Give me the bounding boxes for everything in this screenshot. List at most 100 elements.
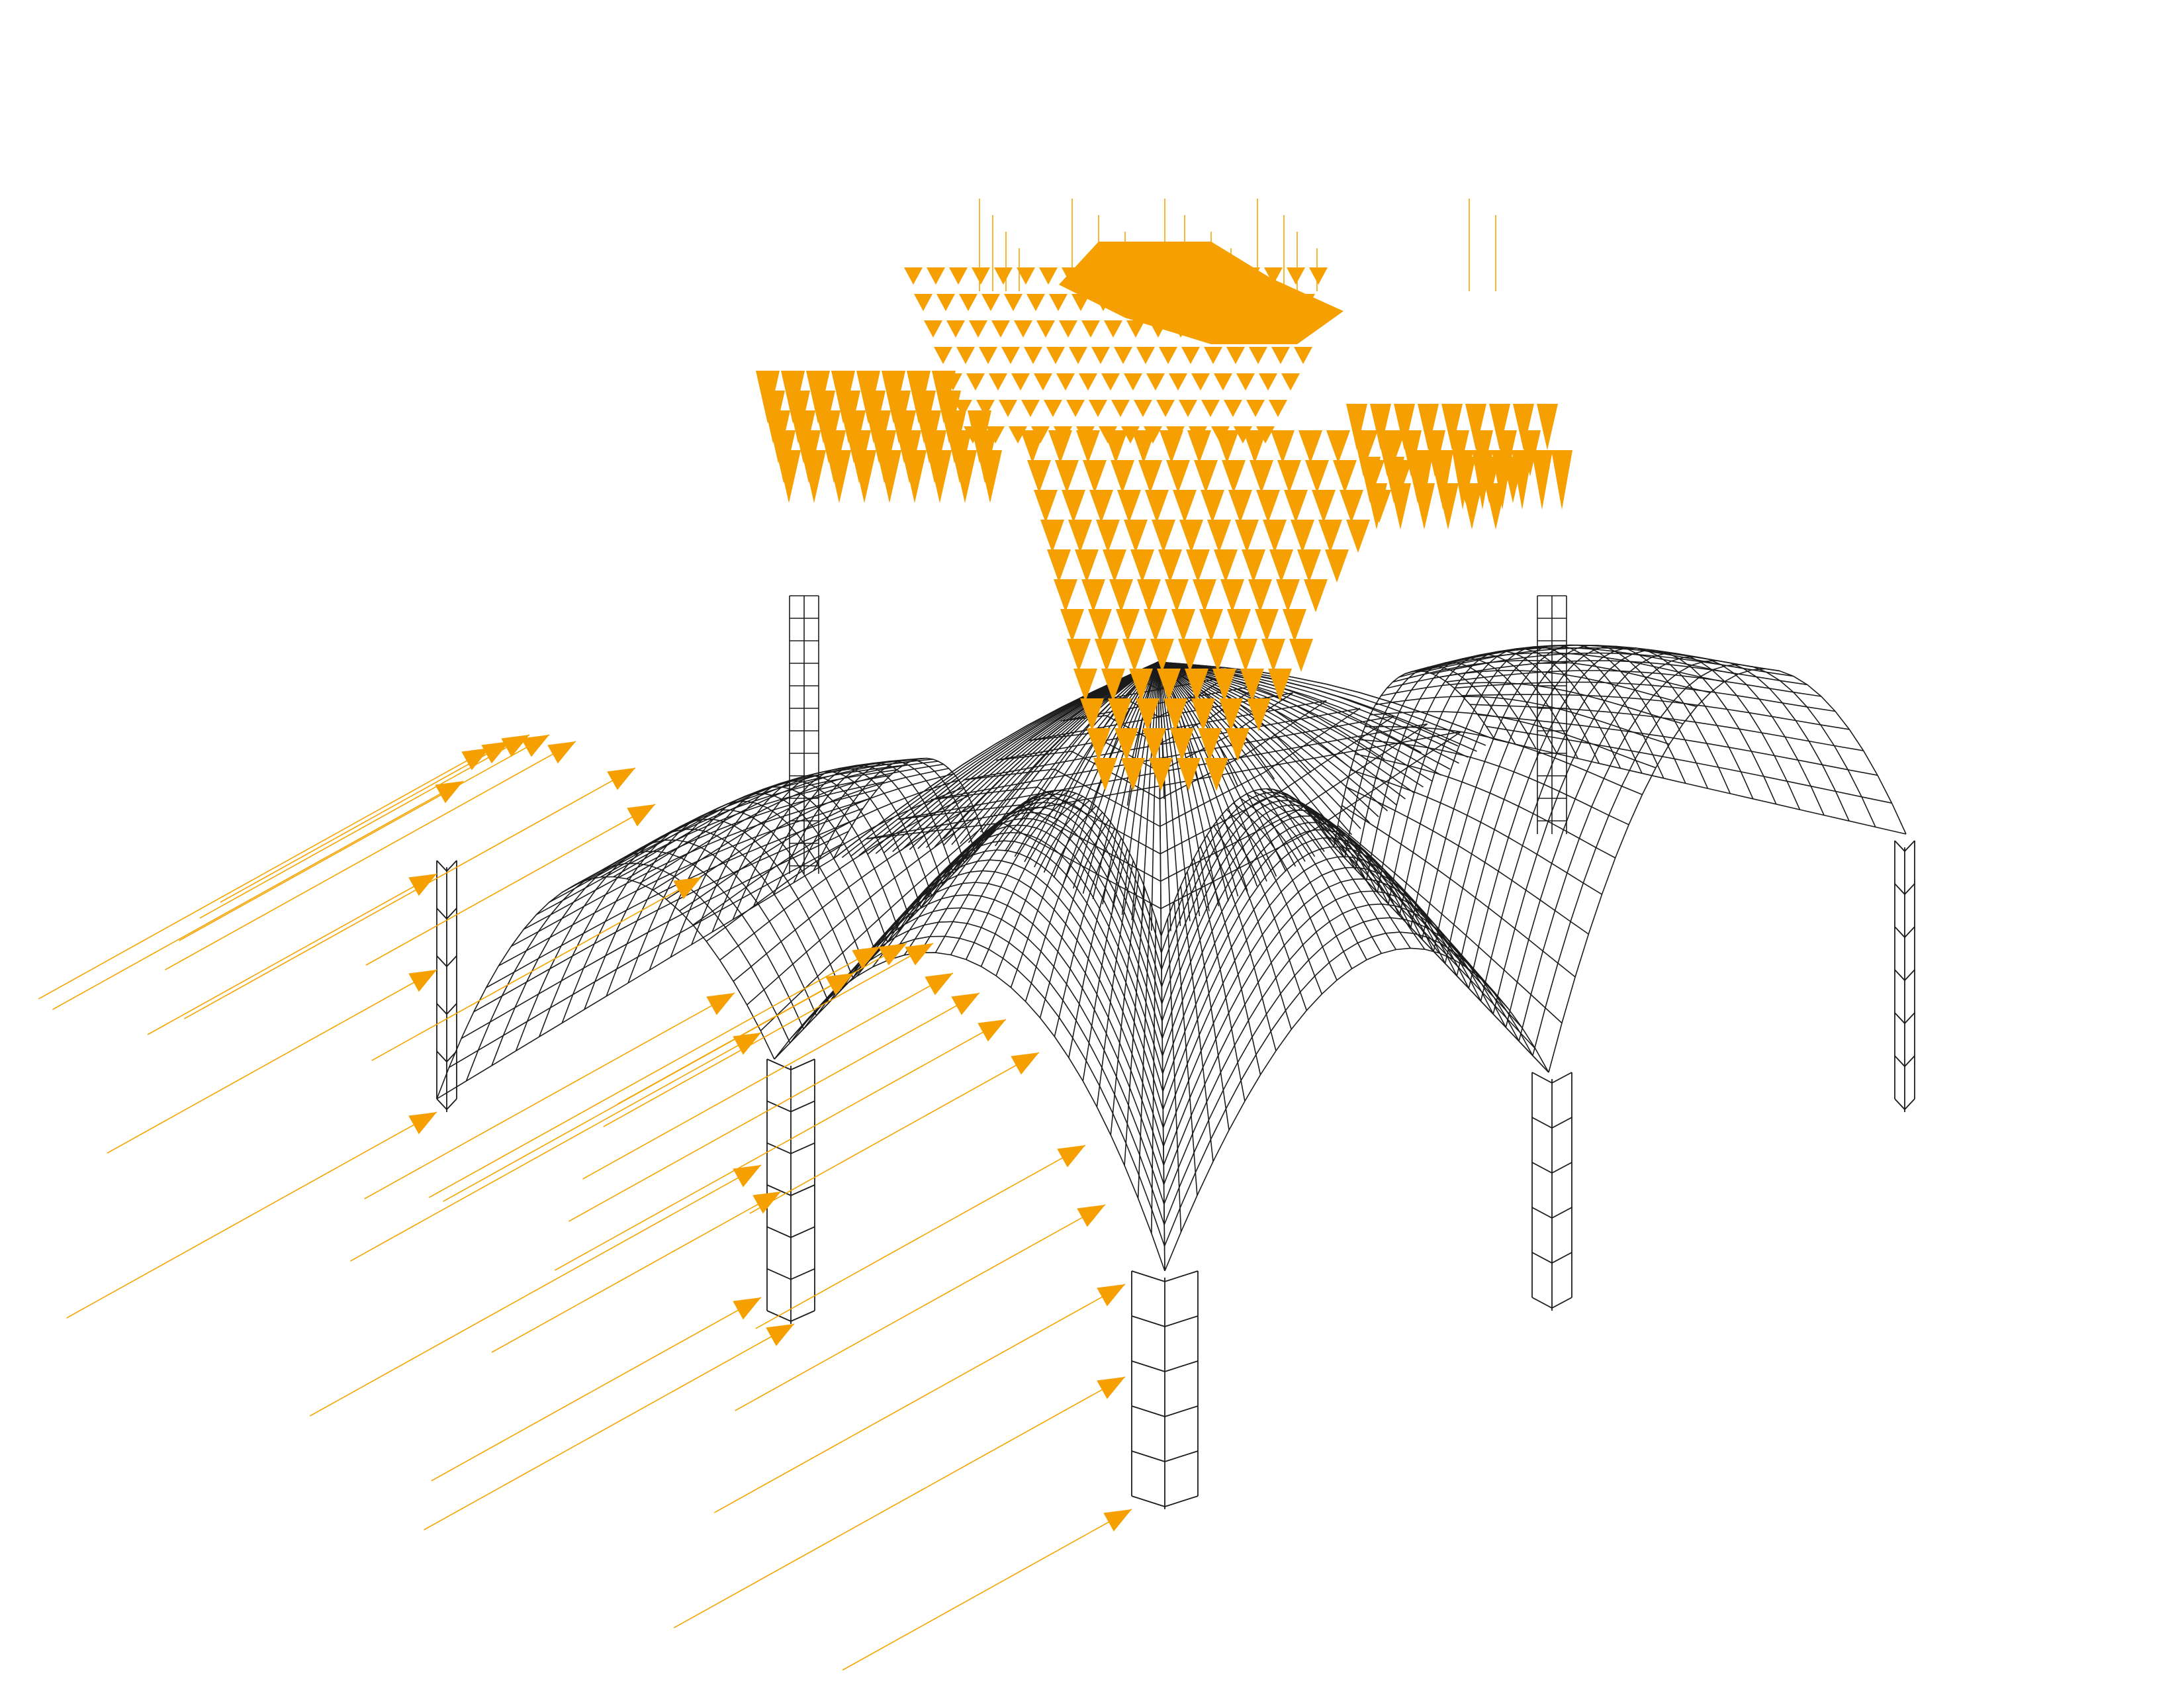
roof-load-arrowhead [1297, 549, 1321, 583]
mesh-line [898, 723, 1428, 882]
roof-load-arrowhead [966, 373, 985, 391]
mesh-line [1461, 694, 1850, 730]
roof-load-arrowhead [1366, 483, 1387, 530]
roof-load-arrowhead [1011, 373, 1030, 391]
mesh-line [1180, 886, 1214, 1162]
lateral-load-line [842, 1509, 1132, 1671]
roof-load-arrowhead [1004, 294, 1023, 311]
roof-load-arrowhead [827, 450, 851, 503]
mesh-line [1158, 661, 1459, 764]
roof-load-arrowhead [1263, 520, 1287, 553]
roof-load-arrowhead [1461, 483, 1482, 530]
roof-load-arrowhead [1134, 400, 1152, 417]
mesh-line [523, 781, 884, 930]
lateral-load-line [755, 1145, 1086, 1329]
lateral-load-line [309, 1164, 762, 1417]
mesh-line [1158, 661, 1191, 921]
pier-ring [766, 1226, 815, 1239]
mesh-line [1068, 837, 1122, 1058]
pier-ring [1131, 1450, 1199, 1462]
roof-load-arrowhead [1269, 400, 1287, 417]
lateral-load-line [569, 992, 980, 1222]
roof-load-arrowhead [1234, 639, 1257, 672]
mesh-line [1365, 726, 1643, 796]
roof-load-arrowhead [1222, 460, 1246, 493]
roof-load-arrowhead [1059, 320, 1077, 338]
lateral-load-arrowhead [925, 973, 953, 996]
roof-load-arrowhead [1093, 758, 1117, 791]
roof-load-arrowhead [1170, 728, 1194, 761]
pier-ring [436, 908, 457, 920]
mesh-line [1333, 846, 1549, 1073]
roof-load-arrowhead [903, 450, 927, 503]
lateral-load-line [428, 946, 881, 1198]
roof-load-arrowhead [1021, 400, 1040, 417]
roof-load-arrowhead [1191, 698, 1215, 731]
roof-load-arrowhead [1049, 294, 1068, 311]
lateral-load-arrowhead [878, 943, 907, 966]
roof-load-arrowhead [1249, 347, 1267, 364]
pier-ring [1131, 1405, 1199, 1417]
mesh-line [1355, 753, 1616, 859]
mesh-line [1082, 848, 1128, 1082]
roof-load-arrowhead [1026, 294, 1045, 311]
roof-load-arrowhead [1121, 758, 1145, 791]
roof-load-arrowhead [1173, 490, 1197, 523]
lateral-load-arrowhead [978, 1019, 1006, 1042]
lateral-load-line [364, 992, 735, 1199]
roof-load-arrowhead [1111, 460, 1134, 493]
mesh-line [1446, 670, 1821, 697]
roof-load-arrowhead [924, 320, 942, 338]
roof-load-arrowhead [1081, 579, 1105, 612]
lateral-load-line [582, 972, 954, 1180]
roof-load-arrowhead [1226, 347, 1245, 364]
roof-load-arrowhead [972, 267, 990, 285]
roof-load-arrowhead [1340, 490, 1363, 523]
mesh-line [979, 661, 1159, 833]
pier-ring [1531, 1072, 1572, 1084]
mesh-line [872, 796, 1033, 968]
roof-load-arrowhead [1187, 430, 1211, 463]
mesh-line [574, 761, 910, 886]
roof-load-arrowhead [1068, 520, 1092, 553]
mesh-line [1432, 652, 1794, 677]
roof-load-arrowhead [852, 450, 876, 503]
mesh-line [774, 840, 986, 1060]
roof-load-arrowhead [1346, 520, 1370, 553]
roof-load-arrowhead [1104, 320, 1122, 338]
mesh-line [536, 774, 891, 915]
pier-ring [1894, 926, 1915, 939]
mesh-line [985, 661, 1159, 841]
mesh-line [1014, 661, 1159, 857]
lateral-load-arrowhead [461, 748, 490, 771]
roof-load-arrowhead [1079, 373, 1097, 391]
lateral-load-line [735, 1204, 1106, 1411]
pier-ring [1531, 1207, 1572, 1219]
mesh-line [1359, 739, 1629, 825]
mesh-line [1253, 790, 1382, 954]
roof-load-arrowhead [1472, 450, 1493, 510]
roof-load-arrowhead [1171, 609, 1195, 642]
roof-load-arrowhead [1228, 490, 1252, 523]
mesh-line [1424, 647, 1780, 673]
pier-back-right [1531, 1072, 1572, 1311]
lateral-load-line [179, 734, 550, 941]
lateral-load-arrowhead [951, 993, 979, 1015]
roof-load-arrowhead [1130, 549, 1154, 583]
roof-load-arrowhead [1255, 609, 1279, 642]
roof-load-arrowhead [1250, 460, 1273, 493]
roof-load-arrowhead [1067, 639, 1091, 672]
roof-load-arrowhead [1062, 490, 1085, 523]
lateral-load-arrowhead [706, 993, 735, 1015]
roof-load-arrowhead [1069, 347, 1087, 364]
roof-load-arrowhead [1531, 450, 1553, 510]
mesh-line [1158, 661, 1486, 746]
lateral-load-arrowhead [905, 943, 933, 966]
roof-load-arrowhead [999, 400, 1017, 417]
lateral-load-line [199, 734, 530, 919]
roof-load-arrowhead [1185, 669, 1208, 702]
lateral-load-arrowhead [627, 804, 655, 827]
mesh-line [1259, 788, 1396, 950]
pier-ring [1894, 1055, 1915, 1068]
roof-load-arrowhead [1124, 373, 1142, 391]
